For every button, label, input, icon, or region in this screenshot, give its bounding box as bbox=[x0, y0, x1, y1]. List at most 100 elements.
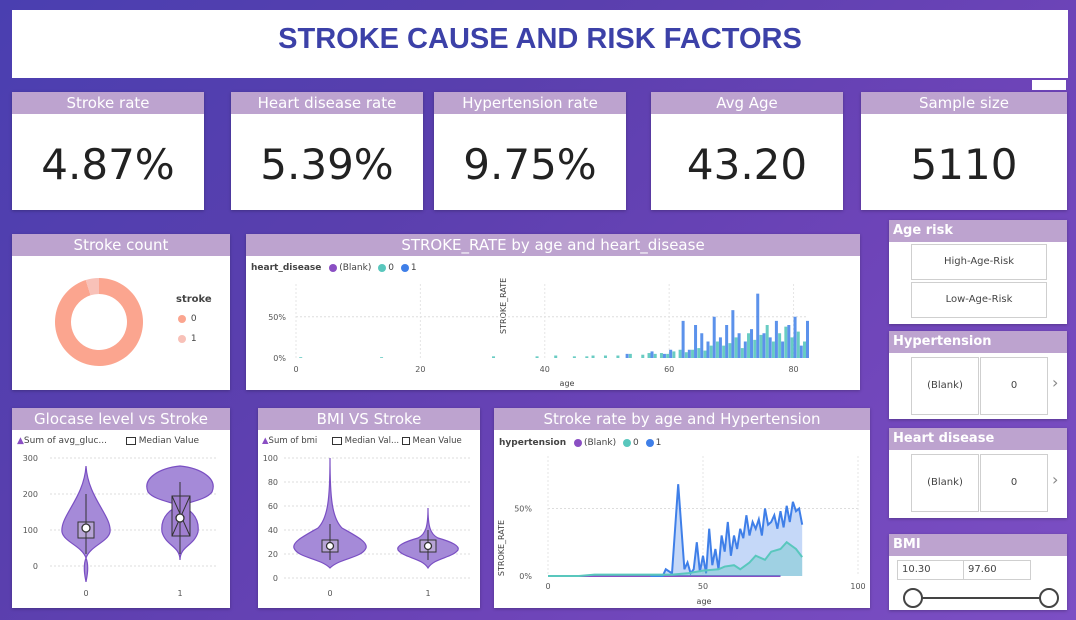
mean-marker-1[interactable] bbox=[423, 541, 433, 551]
heart-disease-chart-card: STROKE_RATE by age and heart_disease hea… bbox=[246, 234, 860, 390]
mean-marker-0[interactable] bbox=[325, 541, 335, 551]
bar-1[interactable] bbox=[787, 325, 791, 358]
bar-0[interactable] bbox=[715, 341, 719, 359]
bar-0[interactable] bbox=[672, 351, 676, 358]
bar-1[interactable] bbox=[750, 329, 754, 358]
bar-1[interactable] bbox=[662, 353, 666, 358]
bar-1[interactable] bbox=[781, 341, 785, 359]
y-tick-label: 20 bbox=[268, 550, 278, 559]
bar-0[interactable] bbox=[585, 356, 589, 358]
bar-0[interactable] bbox=[678, 349, 682, 358]
bar-0[interactable] bbox=[740, 348, 744, 358]
bar-0[interactable] bbox=[803, 341, 806, 359]
bar-0[interactable] bbox=[747, 333, 751, 358]
hypertension-plot[interactable]: STROKE_RATE age 50% 0% 0 50 100 bbox=[494, 408, 870, 608]
chart-legend[interactable]: hypertension (Blank) 0 1 bbox=[499, 438, 661, 448]
bar-0[interactable] bbox=[554, 355, 558, 358]
bar-0[interactable] bbox=[659, 353, 663, 358]
slicer-item-0[interactable]: 0 bbox=[980, 454, 1048, 512]
bar-0[interactable] bbox=[591, 355, 595, 358]
bar-0[interactable] bbox=[535, 356, 539, 358]
bar-1[interactable] bbox=[768, 337, 772, 358]
bar-0[interactable] bbox=[628, 353, 632, 358]
legend-item-0[interactable]: 0 bbox=[178, 314, 197, 324]
bar-1[interactable] bbox=[706, 341, 710, 359]
slicer-item-high-age-risk[interactable]: High-Age-Risk bbox=[911, 244, 1047, 280]
heart-disease-plot[interactable]: STROKE_RATE age 50% 0% 0 20 40 60 80 bbox=[246, 234, 860, 390]
bar-0[interactable] bbox=[753, 339, 757, 358]
bar-0[interactable] bbox=[492, 356, 496, 358]
y-tick-label: 200 bbox=[23, 490, 38, 499]
chart-legend[interactable]: heart_disease (Blank) 0 1 bbox=[251, 263, 417, 273]
chevron-right-icon[interactable]: › bbox=[1052, 470, 1059, 489]
scrollbar-stub[interactable] bbox=[1032, 80, 1066, 90]
bar-1[interactable] bbox=[737, 333, 741, 358]
bar-0[interactable] bbox=[603, 355, 607, 358]
series-line-0[interactable] bbox=[548, 540, 803, 577]
bar-1[interactable] bbox=[731, 310, 735, 358]
bar-1[interactable] bbox=[743, 341, 747, 359]
bar-0[interactable] bbox=[616, 355, 620, 358]
bar-0[interactable] bbox=[703, 350, 707, 358]
bar-0[interactable] bbox=[697, 348, 701, 358]
bar-0[interactable] bbox=[572, 356, 576, 358]
bar-0[interactable] bbox=[709, 345, 713, 358]
mean-legend-icon bbox=[401, 436, 410, 445]
bar-1[interactable] bbox=[806, 320, 809, 358]
mean-marker-1[interactable] bbox=[175, 513, 185, 523]
bar-0[interactable] bbox=[765, 325, 769, 358]
bar-1[interactable] bbox=[756, 293, 760, 358]
slicer-item-blank[interactable]: (Blank) bbox=[911, 357, 979, 415]
slicer-item-low-age-risk[interactable]: Low-Age-Risk bbox=[911, 282, 1047, 318]
bar-1[interactable] bbox=[799, 345, 803, 358]
range-slider-handle-min[interactable] bbox=[903, 588, 923, 608]
bar-0[interactable] bbox=[796, 331, 800, 358]
mean-marker-0[interactable] bbox=[81, 523, 91, 533]
bar-1[interactable] bbox=[625, 353, 629, 358]
donut-slice-1[interactable] bbox=[85, 278, 99, 296]
slicer-item-blank[interactable]: (Blank) bbox=[911, 454, 979, 512]
bar-0[interactable] bbox=[684, 352, 688, 358]
chevron-right-icon[interactable]: › bbox=[1052, 373, 1059, 392]
bmi-max-input[interactable]: 97.60 bbox=[963, 560, 1031, 580]
bar-0[interactable] bbox=[641, 354, 645, 358]
bar-0[interactable] bbox=[759, 334, 763, 358]
bar-0[interactable] bbox=[728, 343, 732, 358]
bar-1[interactable] bbox=[681, 320, 685, 358]
legend-item-1[interactable]: 1 bbox=[178, 334, 197, 344]
bar-0[interactable] bbox=[666, 353, 670, 358]
bar-0[interactable] bbox=[722, 345, 726, 358]
bar-1[interactable] bbox=[774, 320, 778, 358]
bar-1[interactable] bbox=[694, 325, 698, 358]
range-slider-track[interactable] bbox=[913, 597, 1049, 599]
bmi-min-input[interactable]: 10.30 bbox=[897, 560, 965, 580]
donut-slice-0[interactable] bbox=[55, 278, 144, 366]
bar-0[interactable] bbox=[778, 333, 782, 358]
bar-1[interactable] bbox=[687, 349, 691, 358]
bar-0[interactable] bbox=[784, 326, 788, 358]
glucose-violin-plot[interactable]: 300 200 100 0 0 1 bbox=[12, 408, 230, 608]
bar-0[interactable] bbox=[771, 341, 775, 359]
bar-0[interactable] bbox=[299, 357, 303, 358]
x-axis-label: age bbox=[697, 597, 712, 606]
y-tick-label: 0% bbox=[519, 572, 532, 581]
bar-0[interactable] bbox=[691, 349, 695, 358]
violin-0[interactable] bbox=[293, 457, 367, 569]
bar-1[interactable] bbox=[718, 337, 722, 358]
bar-1[interactable] bbox=[762, 333, 766, 358]
bar-0[interactable] bbox=[647, 353, 651, 358]
bar-1[interactable] bbox=[650, 351, 654, 358]
bar-0[interactable] bbox=[380, 357, 384, 358]
bar-1[interactable] bbox=[669, 349, 673, 358]
bar-1[interactable] bbox=[793, 316, 797, 358]
range-slider-handle-max[interactable] bbox=[1039, 588, 1059, 608]
bmi-violin-plot[interactable]: 100 80 60 40 20 0 0 1 bbox=[258, 408, 480, 608]
donut-chart[interactable] bbox=[12, 256, 230, 390]
bar-0[interactable] bbox=[653, 353, 657, 358]
bar-0[interactable] bbox=[790, 337, 794, 358]
bar-1[interactable] bbox=[700, 333, 704, 358]
slicer-item-0[interactable]: 0 bbox=[980, 357, 1048, 415]
bar-1[interactable] bbox=[712, 316, 716, 358]
bar-1[interactable] bbox=[725, 325, 729, 358]
bar-0[interactable] bbox=[734, 337, 738, 358]
